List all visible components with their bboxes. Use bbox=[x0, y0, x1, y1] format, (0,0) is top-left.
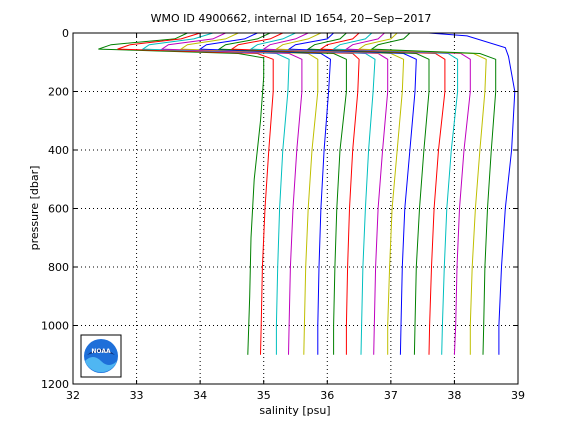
y-axis-label: pressure [dbar] bbox=[28, 166, 41, 251]
x-tick-label: 37 bbox=[384, 389, 398, 402]
y-tick-label: 800 bbox=[48, 261, 69, 274]
series-line bbox=[141, 32, 290, 355]
x-tick-label: 39 bbox=[511, 389, 525, 402]
noaa-logo: NOAA bbox=[80, 334, 122, 378]
series-line bbox=[274, 32, 405, 355]
y-tick-label: 1000 bbox=[41, 320, 69, 333]
logo-wave bbox=[85, 357, 117, 373]
logo-text: NOAA bbox=[91, 348, 111, 355]
series-line bbox=[370, 32, 497, 355]
y-tick-label: 600 bbox=[48, 203, 69, 216]
series-line bbox=[179, 32, 319, 355]
series-line bbox=[428, 32, 516, 355]
series-line bbox=[306, 32, 430, 355]
series-line bbox=[357, 32, 487, 355]
series-line bbox=[230, 32, 360, 355]
x-tick-label: 34 bbox=[193, 389, 207, 402]
series-line bbox=[287, 32, 417, 355]
y-tick-label: 1200 bbox=[41, 378, 69, 391]
chart-title: WMO ID 4900662, internal ID 1654, 20−Sep… bbox=[151, 12, 432, 25]
series-line bbox=[262, 32, 389, 355]
data-series bbox=[98, 32, 516, 355]
series-line bbox=[198, 32, 332, 355]
series-line bbox=[332, 32, 459, 355]
x-tick-label: 32 bbox=[66, 389, 80, 402]
x-axis-label: salinity [psu] bbox=[259, 404, 330, 417]
series-line bbox=[249, 32, 376, 355]
y-tick-label: 200 bbox=[48, 86, 69, 99]
x-tick-label: 38 bbox=[447, 389, 461, 402]
series-line bbox=[98, 32, 265, 355]
series-line bbox=[217, 32, 347, 355]
grid bbox=[73, 33, 518, 384]
y-tick-label: 400 bbox=[48, 144, 69, 157]
series-line bbox=[344, 32, 471, 355]
x-tick-label: 35 bbox=[257, 389, 271, 402]
series-line bbox=[319, 32, 446, 355]
axis-ticks: 32 33 34 35 36 37 38 39 0 200 400 600 800 1000 1200 bbox=[41, 27, 525, 402]
y-tick-label: 0 bbox=[62, 27, 69, 40]
x-tick-label: 36 bbox=[320, 389, 334, 402]
x-tick-label: 33 bbox=[130, 389, 144, 402]
logo-bird bbox=[87, 349, 115, 355]
series-line bbox=[117, 32, 274, 355]
series-line bbox=[160, 32, 303, 355]
